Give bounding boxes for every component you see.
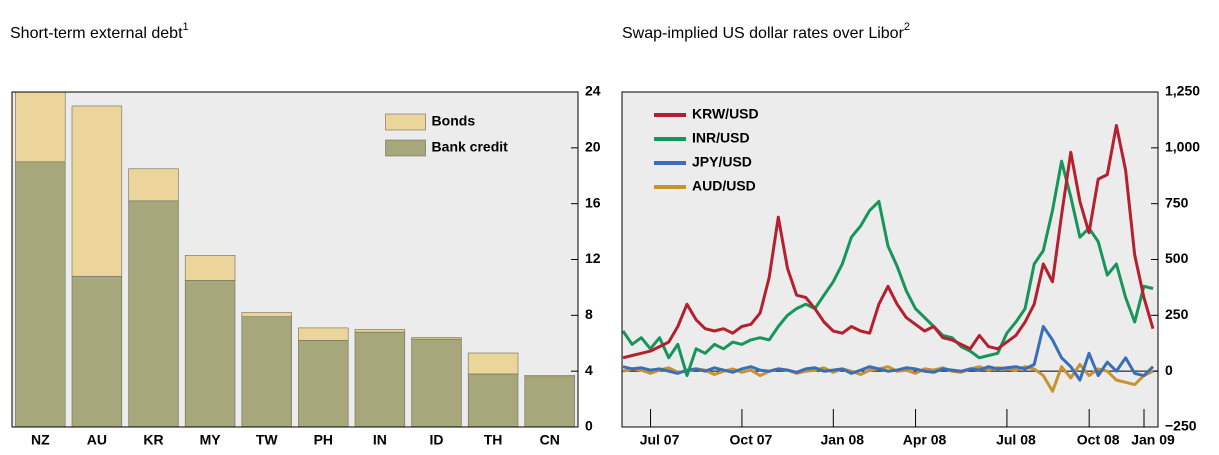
x-tick-label: MY — [200, 432, 222, 448]
x-tick-label: TW — [256, 432, 279, 448]
x-tick-label: Jul 07 — [640, 432, 680, 448]
bar-segment — [354, 331, 406, 428]
title-note: 2 — [904, 21, 910, 33]
y-tick-label: 8 — [585, 306, 593, 322]
y-tick-label: 750 — [1165, 194, 1189, 210]
legend-label: Bank credit — [432, 139, 509, 155]
x-tick-label: Jul 08 — [996, 432, 1036, 448]
bar-segment — [71, 105, 123, 277]
title-note: 1 — [183, 21, 189, 33]
x-tick-label: Oct 07 — [730, 432, 773, 448]
plot-frame — [621, 91, 1159, 428]
x-tick-label: Jan 08 — [821, 432, 865, 448]
x-tick-label: ID — [430, 432, 444, 448]
x-tick-label: AU — [87, 432, 107, 448]
bar-segment — [524, 375, 575, 378]
y-tick-label: 0 — [585, 418, 593, 434]
series-line — [622, 363, 1154, 393]
bar-segment — [184, 280, 236, 428]
title-text: Short-term external debt — [10, 25, 183, 42]
bar-segment — [15, 91, 66, 163]
x-tick-label: PH — [314, 432, 333, 448]
bar-segment — [241, 316, 292, 428]
y-tick-label: 1,000 — [1165, 139, 1200, 155]
legend-label: INR/USD — [692, 130, 750, 146]
bar-segment — [298, 327, 349, 341]
y-tick-label: 0 — [1165, 362, 1173, 378]
legend-swatch — [385, 113, 426, 131]
bar-segment — [15, 161, 66, 428]
chart-title: Short-term external debt1 — [10, 21, 189, 42]
chart-title: Swap-implied US dollar rates over Libor2 — [622, 21, 910, 42]
legend-label: AUD/USD — [692, 178, 756, 194]
y-tick-label: 12 — [585, 250, 601, 266]
y-tick-label: 500 — [1165, 250, 1189, 266]
x-tick-label: CN — [540, 432, 560, 448]
x-tick-label: Oct 08 — [1077, 432, 1120, 448]
bar-segment — [467, 352, 519, 375]
bar-segment — [71, 275, 123, 428]
bar-segment — [241, 312, 292, 318]
x-tick-label: Jan 09 — [1131, 432, 1175, 448]
y-tick-label: 4 — [585, 362, 593, 378]
bar-segment — [411, 338, 462, 428]
x-tick-label: KR — [143, 432, 163, 448]
bar-segment — [411, 337, 462, 340]
y-tick-label: 20 — [585, 139, 601, 155]
y-tick-label: 24 — [585, 83, 601, 99]
series-line — [622, 325, 1155, 382]
bar-segment — [524, 376, 575, 428]
y-tick-label: 16 — [585, 194, 601, 210]
x-tick-label: TH — [484, 432, 503, 448]
legend-label: JPY/USD — [692, 154, 752, 170]
legend-swatch — [385, 139, 426, 157]
x-tick-label: NZ — [31, 432, 50, 448]
title-text: Swap-implied US dollar rates over Libor — [622, 25, 905, 42]
bar-segment — [298, 340, 349, 428]
bar-segment — [354, 328, 406, 333]
y-tick-label: −250 — [1165, 418, 1197, 434]
x-tick-label: Apr 08 — [903, 432, 947, 448]
legend-label: Bonds — [432, 113, 476, 129]
plot-frame — [11, 91, 579, 428]
x-tick-label: IN — [373, 432, 387, 448]
y-tick-label: 1,250 — [1165, 83, 1200, 99]
bar-segment — [467, 373, 519, 428]
series-line — [622, 124, 1155, 360]
legend-label: KRW/USD — [692, 106, 759, 122]
bar-segment — [184, 255, 236, 281]
bar-segment — [128, 168, 179, 202]
bar-segment — [128, 200, 179, 428]
y-tick-label: 250 — [1165, 306, 1189, 322]
series-line — [621, 159, 1154, 378]
